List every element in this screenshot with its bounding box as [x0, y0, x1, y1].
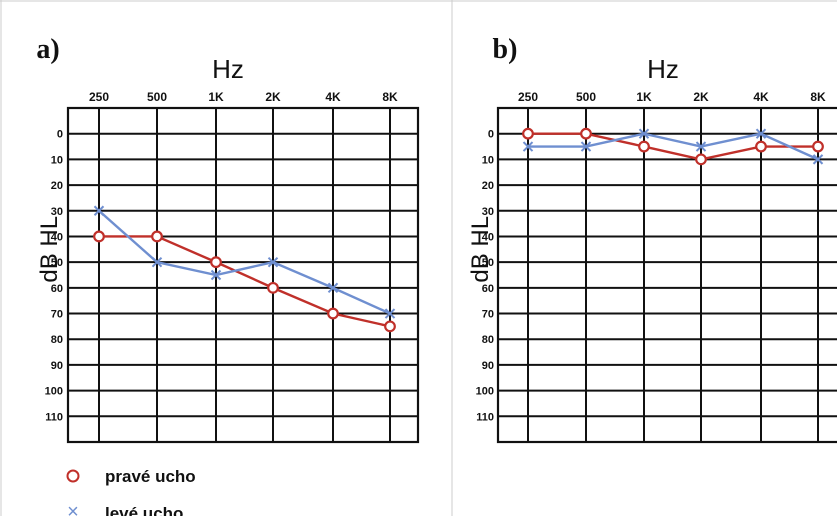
- x-tick-label: 250: [89, 90, 109, 104]
- right-ear-point: [522, 127, 534, 140]
- y-tick-label: 40: [482, 231, 494, 243]
- legend-item-right-ear: pravé ucho: [66, 467, 196, 486]
- left-ear-point-stroke: [522, 141, 534, 152]
- y-tick-label: 0: [57, 129, 63, 141]
- legend-right-ear-label: pravé ucho: [105, 467, 196, 486]
- left-ear-point: [580, 141, 592, 152]
- left-ear-series-line: [98, 209, 391, 315]
- left-ear-series-line: [528, 132, 819, 161]
- left-ear-point-stroke: [151, 256, 163, 268]
- right-ear-point: [151, 230, 163, 243]
- x-tick-label: 8K: [810, 90, 826, 104]
- y-tick-label: 80: [482, 334, 494, 346]
- right-ear-series-line: [528, 132, 818, 161]
- right-ear-point: [580, 127, 592, 140]
- left-ear-point-stroke: [384, 308, 396, 319]
- y-tick-label: 60: [51, 283, 63, 295]
- left-ear-point: [695, 141, 707, 152]
- x-tick-label: 500: [576, 90, 596, 104]
- x-tick-label: 8K: [382, 90, 398, 104]
- audiogram-a: a) Hz 250 500 1K 2K 4K 8K 0 10 20 30 40 50 60 70 80 90 100…: [36, 34, 420, 444]
- left-ear-point: [812, 154, 824, 165]
- panel-label: a): [36, 34, 59, 65]
- left-ear-point: [755, 128, 767, 139]
- y-tick-label: 30: [51, 206, 63, 218]
- left-ear-point: [522, 141, 534, 152]
- y-tick-label: 110: [476, 411, 494, 423]
- right-ear-point: [327, 307, 339, 320]
- x-tick-label: 1K: [636, 90, 652, 104]
- x-axis-title: Hz: [212, 54, 244, 84]
- y-tick-label: 80: [51, 334, 63, 346]
- right-ear-point: [93, 230, 105, 243]
- left-ear-point: [638, 128, 650, 139]
- right-ear-point: [695, 153, 707, 166]
- left-ear-point-stroke: [327, 282, 339, 294]
- plot-frame: [66, 106, 420, 444]
- x-tick-label: 2K: [693, 90, 709, 104]
- x-axis-title: Hz: [647, 54, 679, 84]
- left-ear-point: [267, 256, 279, 268]
- y-tick-label: 110: [45, 411, 63, 423]
- y-axis-title: dB HL: [467, 216, 494, 283]
- audiogram-b: b) Hz 250 500 1K 2K 4K 8K 0 10 20 30 40 50 60 70 80 90 100…: [467, 34, 837, 444]
- x-tick-label: 2K: [265, 90, 281, 104]
- right-ear-point: [384, 320, 396, 333]
- right-ear-point: [638, 140, 650, 153]
- panel-label: b): [493, 34, 518, 65]
- y-tick-label: 50: [482, 257, 494, 269]
- legend-left-ear-label: levé ucho: [105, 504, 183, 516]
- y-tick-label: 100: [476, 386, 494, 398]
- y-tick-label: 60: [482, 283, 494, 295]
- legend-cross-marker: ×: [67, 501, 79, 516]
- left-ear-point-stroke: [812, 154, 824, 165]
- left-ear-point: [93, 205, 105, 216]
- y-tick-label: 40: [51, 231, 63, 243]
- y-tick-label: 90: [51, 360, 63, 372]
- left-ear-point: [210, 269, 222, 281]
- x-tick-label: 4K: [325, 90, 341, 104]
- left-ear-point-stroke: [755, 128, 767, 139]
- y-tick-label: 20: [482, 180, 494, 192]
- y-tick-label: 70: [482, 309, 494, 321]
- y-tick-label: 10: [51, 154, 63, 166]
- right-ear-series-line: [99, 235, 391, 328]
- left-ear-point-stroke: [638, 128, 650, 139]
- right-ear-point: [267, 281, 279, 294]
- left-ear-point-stroke: [93, 205, 105, 216]
- left-ear-point-stroke: [580, 141, 592, 152]
- y-tick-label: 10: [482, 154, 494, 166]
- y-tick-label: 50: [51, 257, 63, 269]
- y-tick-label: 90: [482, 360, 494, 372]
- y-tick-label: 70: [51, 309, 63, 321]
- y-tick-label: 20: [51, 180, 63, 192]
- right-ear-point: [755, 140, 767, 153]
- left-ear-point-stroke: [210, 269, 222, 281]
- x-tick-label: 4K: [753, 90, 769, 104]
- y-tick-label: 100: [45, 386, 63, 398]
- plot-frame: [496, 106, 837, 444]
- right-ear-point: [812, 140, 824, 153]
- legend-item-left-ear: × levé ucho: [67, 501, 183, 516]
- y-tick-label: 30: [482, 206, 494, 218]
- left-ear-point-stroke: [695, 141, 707, 152]
- y-tick-label: 0: [488, 129, 494, 141]
- right-ear-point: [210, 256, 222, 269]
- legend: pravé ucho × levé ucho: [66, 467, 196, 516]
- left-ear-point: [384, 308, 396, 319]
- x-tick-label: 250: [518, 90, 538, 104]
- x-tick-label: 1K: [208, 90, 224, 104]
- legend-circle-marker: [66, 469, 80, 483]
- left-ear-point: [327, 282, 339, 294]
- left-ear-point-stroke: [267, 256, 279, 268]
- x-tick-label: 500: [147, 90, 167, 104]
- left-ear-point: [151, 256, 163, 268]
- y-axis-title: dB HL: [36, 216, 63, 283]
